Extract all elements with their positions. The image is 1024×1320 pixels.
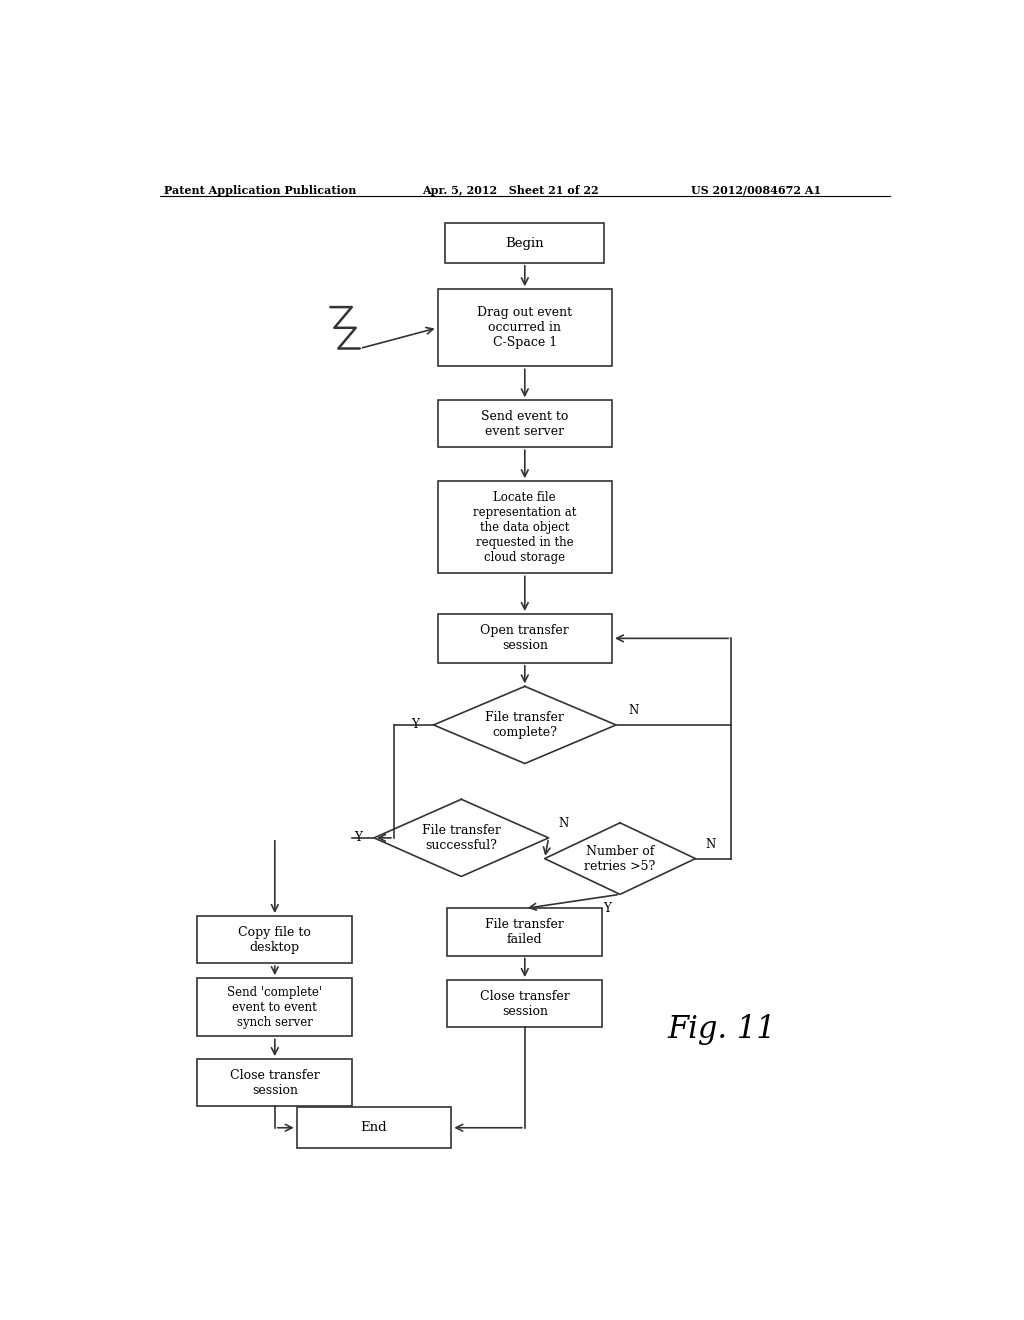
Text: Send event to
event server: Send event to event server (481, 409, 568, 438)
Polygon shape (545, 822, 695, 895)
Bar (445, 223, 604, 263)
Text: File transfer
complete?: File transfer complete? (485, 711, 564, 739)
Text: Locate file
representation at
the data object
requested in the
cloud storage: Locate file representation at the data o… (473, 491, 577, 564)
Text: Y: Y (354, 832, 362, 845)
Text: Close transfer
session: Close transfer session (230, 1069, 319, 1097)
Text: File transfer
failed: File transfer failed (485, 917, 564, 946)
Text: End: End (360, 1121, 387, 1134)
Text: N: N (558, 817, 568, 830)
Text: Begin: Begin (506, 236, 544, 249)
Bar (198, 916, 352, 964)
Polygon shape (374, 800, 549, 876)
Text: Y: Y (412, 718, 419, 731)
Text: Open transfer
session: Open transfer session (480, 624, 569, 652)
Text: N: N (705, 838, 715, 851)
Text: Drag out event
occurred in
C-Space 1: Drag out event occurred in C-Space 1 (477, 306, 572, 350)
Bar (437, 289, 612, 367)
Polygon shape (433, 686, 616, 763)
Text: N: N (628, 705, 638, 718)
Text: Send 'complete'
event to event
synch server: Send 'complete' event to event synch ser… (227, 986, 323, 1028)
Bar (198, 1059, 352, 1106)
Text: Close transfer
session: Close transfer session (480, 990, 569, 1018)
Bar (437, 482, 612, 573)
Bar (297, 1107, 452, 1148)
Text: Number of
retries >5?: Number of retries >5? (585, 845, 655, 873)
Text: Patent Application Publication: Patent Application Publication (164, 185, 356, 195)
Text: Fig. 11: Fig. 11 (668, 1014, 776, 1045)
Text: File transfer
successful?: File transfer successful? (422, 824, 501, 851)
Text: US 2012/0084672 A1: US 2012/0084672 A1 (691, 185, 821, 195)
Bar (198, 978, 352, 1036)
Bar (437, 400, 612, 447)
Text: Copy file to
desktop: Copy file to desktop (239, 925, 311, 953)
Bar (447, 908, 602, 956)
Text: Apr. 5, 2012   Sheet 21 of 22: Apr. 5, 2012 Sheet 21 of 22 (422, 185, 598, 195)
Text: Y: Y (603, 902, 610, 915)
Bar (447, 979, 602, 1027)
Bar (437, 614, 612, 663)
